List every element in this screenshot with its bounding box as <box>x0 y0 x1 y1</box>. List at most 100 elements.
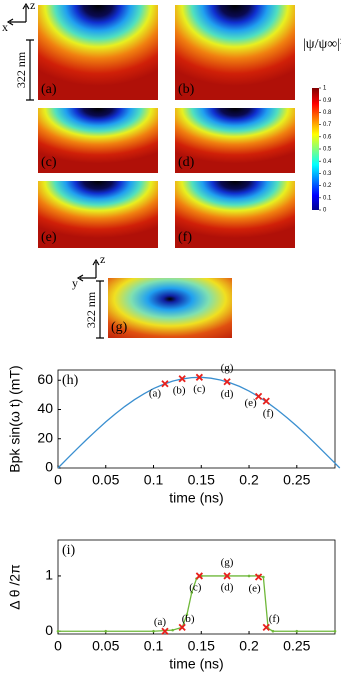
x-tick-label: 0.05 <box>92 472 119 488</box>
colorbar-tick-label: 0.9 <box>323 98 332 104</box>
colorbar-tick-label: 0.2 <box>323 183 332 189</box>
colorbar-tick-label: 0.7 <box>323 122 332 128</box>
heatmap <box>38 181 158 248</box>
marker <box>161 380 169 388</box>
heatmap <box>175 181 295 248</box>
data-point <box>295 629 299 633</box>
colorbar-tick-label: 0 <box>323 208 327 214</box>
x-tick-label: 0.1 <box>144 638 164 654</box>
panel-label: (d) <box>178 155 195 170</box>
x-tick-label: 0 <box>54 638 62 654</box>
marker <box>262 623 270 632</box>
plot-frame <box>57 539 336 635</box>
scale-label: 322 nm <box>84 291 98 328</box>
scale-label: 322 nm <box>14 51 28 88</box>
colorbar-tick-label: 0.5 <box>323 147 332 153</box>
x-tick-label: 0.05 <box>92 638 119 654</box>
marker <box>178 623 186 632</box>
y-axis-label: Δ θ /2π <box>7 564 23 610</box>
x-tick-label: 0 <box>54 472 62 488</box>
panel-label: (c) <box>41 155 57 170</box>
data-point <box>271 629 275 633</box>
heatmap <box>175 108 295 173</box>
marker <box>178 375 186 383</box>
colorbar-tick-label: 0.6 <box>323 134 332 140</box>
marker <box>223 378 231 386</box>
marker-label: (a) <box>154 616 167 628</box>
y-tick-label: 20 <box>37 429 53 445</box>
panel-label: (g) <box>111 320 128 335</box>
marker <box>161 627 169 635</box>
data-point <box>190 591 194 594</box>
x-axis-label: time (ns) <box>169 490 223 506</box>
panel-label: (f) <box>178 230 192 245</box>
marker-label: (c) <box>189 581 202 593</box>
marker <box>223 572 231 580</box>
y-tick-label: 60 <box>37 371 53 387</box>
x-tick-label: 0.15 <box>188 638 215 654</box>
panel-label: (e) <box>41 230 57 245</box>
x-tick-label: 0.1 <box>144 472 164 488</box>
data-point <box>171 628 174 632</box>
panel-label: (i) <box>62 543 76 558</box>
x-tick-label: 0.2 <box>239 638 259 654</box>
marker-label: (g) <box>221 362 234 374</box>
marker <box>262 397 270 405</box>
data-point <box>152 629 155 633</box>
marker-label: (f) <box>269 613 280 625</box>
panel-label: (a) <box>41 82 57 97</box>
marker <box>195 373 204 381</box>
data-line <box>57 376 341 469</box>
marker-label: (d) <box>221 388 234 400</box>
panel-label: (h) <box>62 373 79 388</box>
x-tick-label: 0.25 <box>283 638 310 654</box>
y-tick-label: 40 <box>37 400 53 416</box>
panel-label: (b) <box>178 82 195 97</box>
data-point <box>56 629 60 633</box>
y-tick-label: 0 <box>45 459 53 475</box>
y-tick-label: 1 <box>45 567 53 583</box>
x-tick-label: 0.2 <box>239 472 259 488</box>
colorbar <box>312 88 319 210</box>
colorbar-tick-label: 0.1 <box>323 195 332 201</box>
axis-y: y <box>72 276 78 290</box>
marker <box>254 573 263 581</box>
marker <box>195 572 204 580</box>
plot-frame <box>57 369 336 469</box>
marker-label: (c) <box>193 383 206 395</box>
axis-x: x <box>2 20 8 34</box>
marker-label: (e) <box>244 397 257 409</box>
axis-z: z <box>30 0 35 12</box>
colorbar-tick-label: 0.8 <box>323 110 332 116</box>
heatmap <box>175 5 295 100</box>
y-axis-label: Bpk sin(ω t) (mT) <box>7 365 23 472</box>
colorbar-tick-label: 0.3 <box>323 171 332 177</box>
marker-label: (e) <box>248 583 261 595</box>
data-point <box>185 613 189 616</box>
colorbar-tick-label: 1 <box>323 86 327 92</box>
marker-label: (b) <box>182 613 195 625</box>
axes-arrows <box>6 2 104 339</box>
x-tick-label: 0.25 <box>283 472 310 488</box>
marker-label: (g) <box>221 556 234 568</box>
heatmap <box>38 108 158 173</box>
heatmap <box>108 278 232 338</box>
colorbar-label: |ψ/ψ∞|² <box>303 37 341 52</box>
data-point <box>104 629 108 633</box>
data-point <box>247 574 251 578</box>
data-point <box>333 629 337 633</box>
marker <box>254 392 263 400</box>
colorbar-tick-label: 0.4 <box>323 159 332 165</box>
marker-label: (a) <box>149 387 162 399</box>
marker-label: (f) <box>263 408 274 420</box>
data-point <box>262 575 265 579</box>
heatmaps <box>38 5 295 338</box>
heatmap <box>38 5 158 100</box>
marker-label: (b) <box>173 384 186 396</box>
x-axis-label: time (ns) <box>169 656 223 672</box>
axis-z: z <box>100 252 105 266</box>
y-tick-label: 0 <box>45 622 53 638</box>
marker-label: (d) <box>221 581 234 593</box>
x-tick-label: 0.15 <box>188 472 215 488</box>
